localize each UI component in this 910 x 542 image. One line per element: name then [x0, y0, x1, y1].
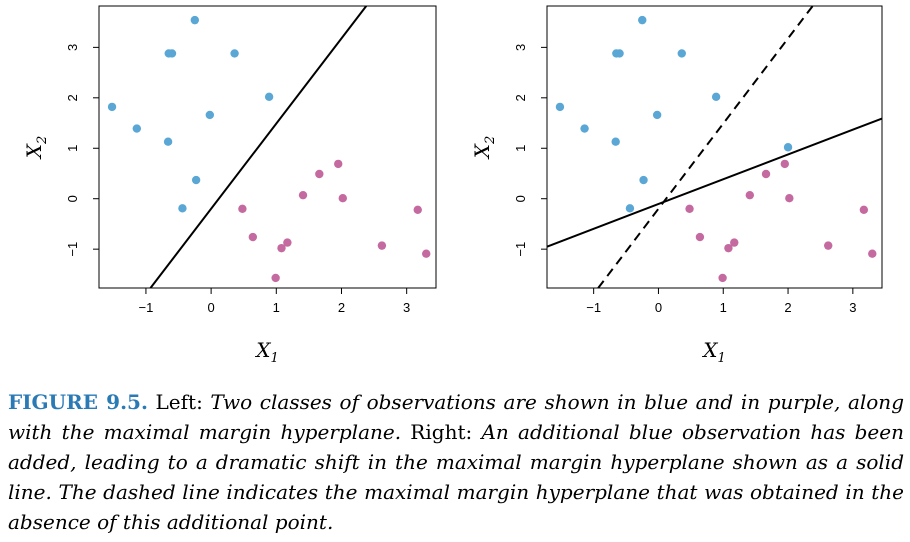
blue-observation-point: [107, 102, 117, 112]
y-tick-label: −1: [65, 242, 80, 257]
x-axis-title-subscript: 1: [270, 351, 278, 366]
purple-observation-point: [695, 232, 705, 242]
x-tick-label: 0: [655, 300, 662, 315]
purple-observation-point: [745, 190, 755, 200]
plot-frame: [98, 5, 437, 289]
purple-observation-point: [413, 205, 422, 215]
x-axis-title-main: X: [254, 338, 271, 362]
purple-observation-point: [730, 238, 739, 247]
blue-observation-point: [167, 49, 177, 58]
y-tick-label: 3: [65, 44, 80, 51]
purple-observation-point: [785, 194, 794, 203]
y-axis-title-subscript: 2: [35, 136, 50, 145]
x-tick-label: 3: [403, 300, 410, 315]
figure-caption: FIGURE 9.5. Left: Two classes of observa…: [8, 387, 904, 537]
caption-right-tag: Right:: [401, 420, 482, 444]
purple-observation-point: [277, 243, 286, 253]
purple-observation-point: [824, 241, 833, 250]
purple-observation-point: [238, 204, 247, 213]
blue-observation-point: [191, 175, 201, 185]
dashed-hyperplane-line: [597, 6, 814, 288]
x-axis-title: X1: [254, 338, 279, 366]
purple-observation-point: [724, 243, 733, 253]
x-axis-title-subscript: 1: [717, 351, 725, 366]
solid-hyperplane-line: [149, 6, 368, 288]
x-tick-label: −1: [586, 300, 601, 315]
blue-observation-point: [264, 92, 274, 102]
y-tick-label: −1: [513, 242, 528, 257]
purple-observation-point: [338, 194, 347, 203]
blue-observation-point: [132, 124, 142, 133]
caption-right-text: An additional blue observation has been …: [8, 420, 904, 534]
x-axis-title: X1: [701, 338, 726, 366]
solid-hyperplane-line: [547, 117, 882, 248]
caption-left-tag: Left:: [147, 390, 211, 414]
x-tick-label: −1: [139, 300, 154, 315]
caption-label: FIGURE 9.5.: [8, 390, 148, 414]
blue-observation-point: [205, 110, 215, 120]
y-tick-label: 1: [65, 145, 80, 152]
purple-observation-point: [685, 204, 694, 213]
hyperplane-lines: [149, 6, 368, 288]
y-tick-label: 1: [513, 145, 528, 152]
y-axis-title-subscript: 2: [483, 136, 498, 145]
blue-observation-point: [639, 175, 648, 185]
y-tick-label: 0: [65, 195, 80, 202]
purple-observation-point: [298, 190, 308, 200]
y-tick-label: 2: [65, 94, 80, 101]
y-axis-title: X2: [22, 136, 50, 161]
purple-observation-point: [718, 273, 727, 283]
purple-observation-point: [283, 238, 292, 247]
y-tick-label: 3: [513, 44, 528, 51]
purple-observation-point: [271, 273, 280, 283]
blue-observation-point: [677, 49, 686, 58]
purple-observation-point: [334, 159, 343, 169]
data-points: [555, 15, 877, 283]
x-tick-label: 2: [338, 300, 345, 315]
y-tick-label: 0: [513, 195, 528, 202]
plot-frame: [546, 5, 883, 289]
blue-observation-point: [163, 137, 173, 146]
blue-observation-point: [711, 92, 721, 102]
purple-observation-point: [377, 241, 387, 250]
purple-observation-point: [859, 205, 869, 215]
purple-observation-point: [761, 169, 771, 179]
purple-observation-point: [868, 249, 877, 258]
y-axis-title-main: X: [22, 143, 46, 160]
caption-left-text: Two classes of observations are shown in…: [8, 390, 904, 444]
blue-observation-point: [555, 102, 565, 112]
blue-observation-point: [783, 143, 793, 152]
blue-observation-point: [190, 15, 200, 25]
x-axis-title-main: X: [701, 338, 718, 362]
blue-observation-point: [611, 137, 620, 146]
blue-observation-point: [580, 124, 589, 133]
x-tick-label: 0: [207, 300, 214, 315]
blue-observation-point: [230, 49, 239, 58]
blue-observation-point: [615, 49, 624, 58]
x-tick-label: 2: [784, 300, 791, 315]
blue-observation-point: [625, 204, 635, 213]
blue-observation-point: [178, 204, 187, 213]
x-tick-label: 1: [720, 300, 727, 315]
data-points: [107, 15, 431, 283]
purple-observation-point: [780, 159, 790, 169]
purple-observation-point: [315, 169, 324, 179]
hyperplane-lines: [547, 6, 882, 288]
x-tick-label: 3: [849, 300, 856, 315]
y-axis-title-main: X: [470, 143, 494, 160]
y-axis-title: X2: [470, 136, 498, 161]
x-tick-label: 1: [273, 300, 280, 315]
purple-observation-point: [248, 232, 258, 242]
blue-observation-point: [652, 110, 662, 120]
blue-observation-point: [638, 15, 647, 25]
y-tick-label: 2: [513, 94, 528, 101]
purple-observation-point: [422, 249, 431, 258]
